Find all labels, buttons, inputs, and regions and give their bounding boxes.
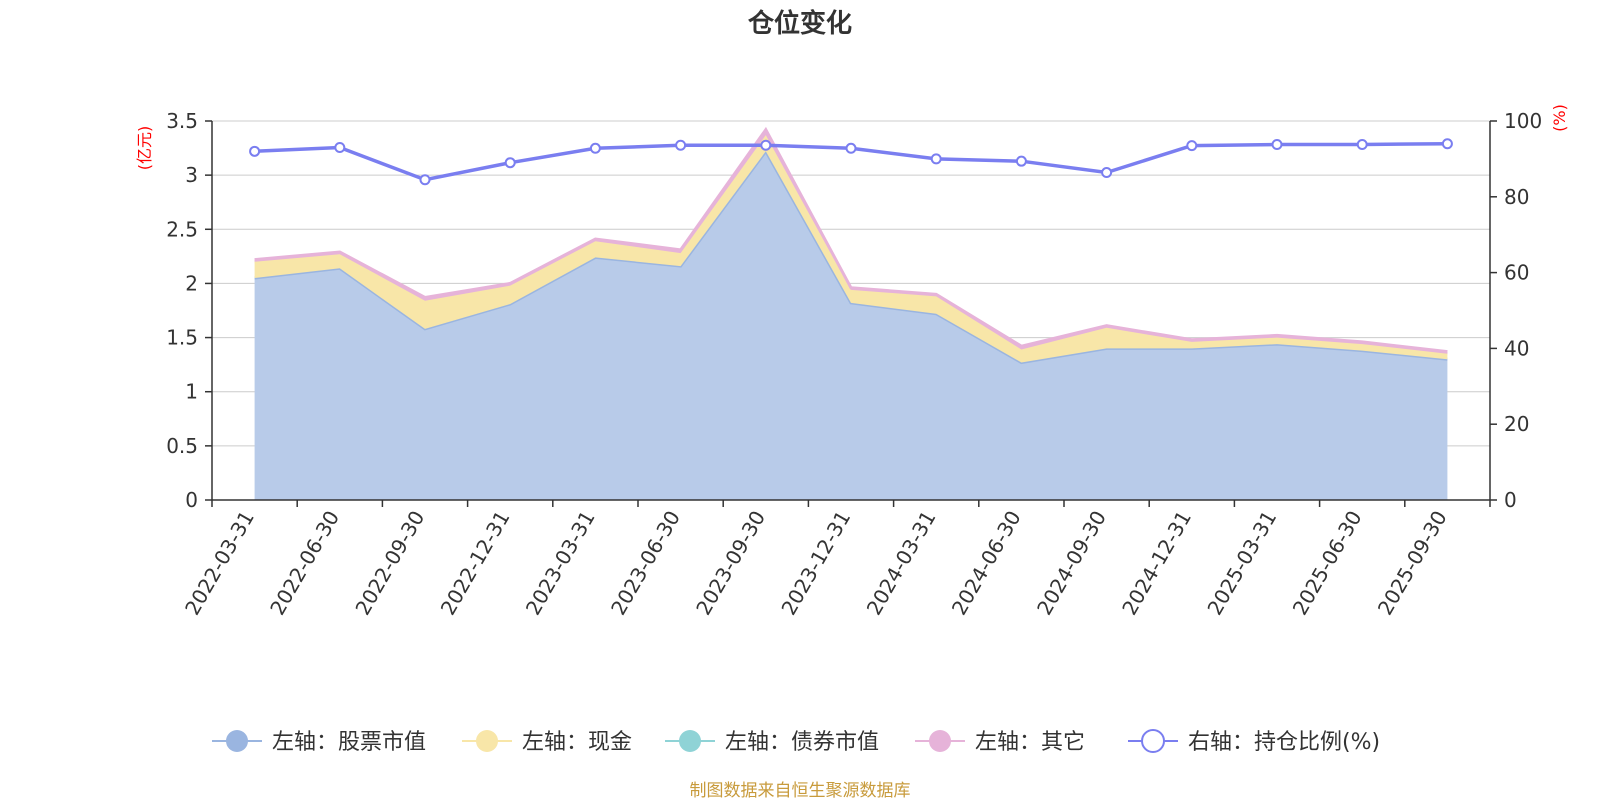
ratio-point (1015, 155, 1027, 167)
ratio-point (760, 139, 772, 151)
x-tick-label: 2022-09-30 (350, 507, 429, 620)
ratio-point (334, 142, 346, 154)
ratio-point (419, 174, 431, 186)
ratio-point (675, 139, 687, 151)
legend-item-cash[interactable]: 左轴：现金 (462, 730, 632, 755)
right-axis-unit: (%) (1550, 104, 1569, 132)
x-tick-label: 2025-09-30 (1373, 507, 1452, 620)
legend-marker (476, 730, 498, 752)
legend-item-stock[interactable]: 左轴：股票市值 (212, 730, 426, 755)
left-axis-unit: (亿元) (135, 126, 154, 171)
chart-title: 仓位变化 (747, 8, 852, 39)
ratio-line-series (249, 138, 1453, 186)
legend-label: 左轴：债券市值 (725, 730, 879, 755)
legend[interactable]: 左轴：股票市值 左轴：现金 左轴：债券市值 左轴：其它 右轴：持仓比例(%) (212, 729, 1380, 755)
other-line (254, 126, 1448, 354)
ratio-point (1101, 167, 1113, 179)
x-tick-label: 2022-03-31 (180, 507, 259, 620)
x-tick-label: 2025-06-30 (1288, 507, 1367, 620)
ratio-point (845, 142, 857, 154)
x-tick-label: 2024-03-31 (862, 506, 941, 619)
left-tick-label: 1 (185, 380, 198, 404)
right-tick-label: 80 (1504, 185, 1529, 209)
left-tick-label: 3.5 (166, 109, 198, 133)
left-tick-label: 3 (185, 163, 198, 187)
legend-item-other[interactable]: 左轴：其它 (915, 730, 1085, 755)
ratio-point (504, 157, 516, 169)
ratio-point (930, 153, 942, 165)
left-tick-label: 1.5 (166, 326, 198, 350)
legend-marker (679, 730, 701, 752)
x-tick-label: 2023-06-30 (606, 507, 685, 620)
x-tick-label: 2024-06-30 (947, 507, 1026, 620)
legend-label: 左轴：其它 (975, 730, 1085, 755)
ratio-point (1441, 138, 1453, 150)
legend-marker (1141, 729, 1165, 753)
stock-value-area (254, 151, 1448, 501)
ratio-point (1271, 138, 1283, 150)
x-tick-label: 2023-09-30 (691, 507, 770, 620)
right-tick-label: 20 (1504, 412, 1529, 436)
legend-label: 右轴：持仓比例(%) (1188, 730, 1380, 755)
left-tick-label: 0.5 (166, 434, 198, 458)
right-tick-label: 100 (1504, 109, 1542, 133)
ratio-point (1186, 140, 1198, 152)
legend-item-bond[interactable]: 左轴：债券市值 (665, 730, 879, 755)
legend-marker (929, 730, 951, 752)
right-tick-label: 40 (1504, 336, 1529, 360)
legend-label: 左轴：现金 (522, 730, 632, 755)
legend-item-ratio[interactable]: 右轴：持仓比例(%) (1128, 729, 1380, 755)
data-source-note: 制图数据来自恒生聚源数据库 (690, 781, 911, 800)
ratio-point (589, 142, 601, 154)
stacked-areas (254, 126, 1448, 501)
left-tick-label: 0 (185, 488, 198, 512)
left-tick-label: 2 (185, 271, 198, 295)
x-tick-label: 2024-12-31 (1117, 507, 1196, 620)
right-tick-label: 0 (1504, 488, 1517, 512)
x-tick-label: 2025-03-31 (1202, 507, 1281, 620)
x-tick-label: 2023-12-31 (776, 507, 855, 620)
x-tick-label: 2022-12-31 (436, 507, 515, 620)
x-tick-label: 2023-03-31 (521, 507, 600, 620)
right-tick-label: 60 (1504, 261, 1529, 285)
ratio-point (1356, 138, 1368, 150)
x-tick-label: 2024-09-30 (1032, 507, 1111, 620)
ratio-point (249, 145, 261, 157)
left-tick-label: 2.5 (166, 217, 198, 241)
x-tick-label: 2022-06-30 (265, 507, 344, 620)
legend-marker (226, 730, 248, 752)
legend-label: 左轴：股票市值 (272, 730, 426, 755)
